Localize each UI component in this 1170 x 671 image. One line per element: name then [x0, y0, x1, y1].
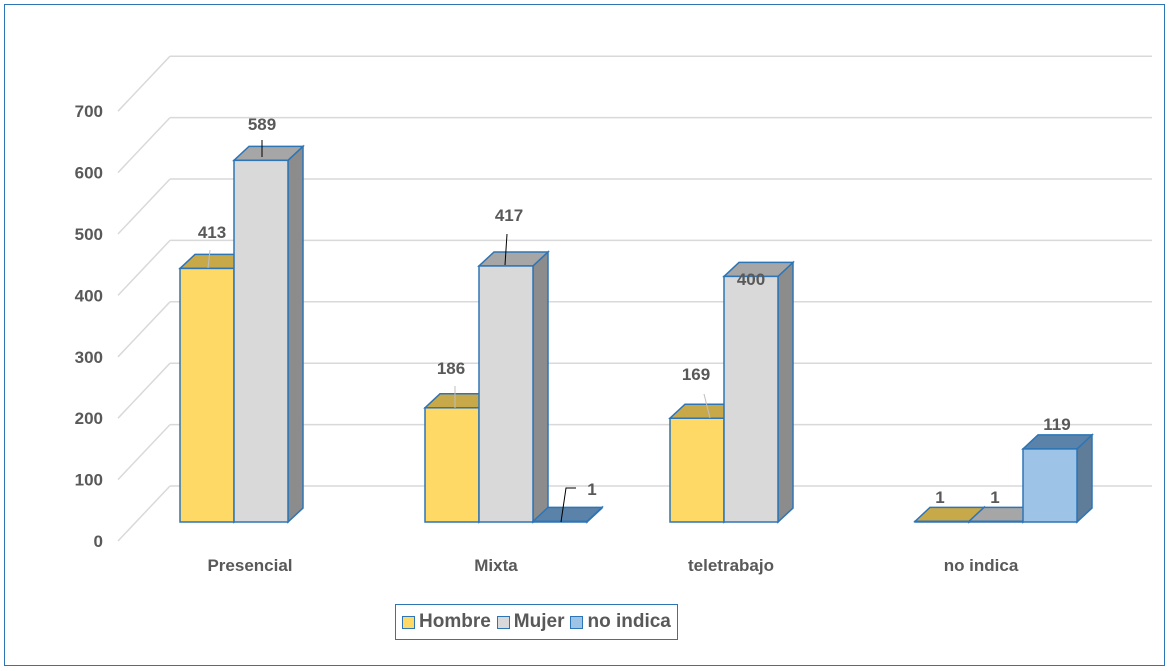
y-tick-label: 600 — [75, 164, 103, 183]
y-axis: 0 100 200 300 400 500 600 700 — [75, 102, 103, 551]
gridline-diagonal — [117, 178, 171, 235]
y-tick-label: 300 — [75, 348, 103, 367]
y-tick-label: 100 — [75, 471, 103, 490]
legend-label-no-indica: no indica — [587, 611, 671, 632]
data-label: 400 — [737, 270, 765, 289]
legend-swatch-no-indica — [570, 615, 584, 629]
data-label: 413 — [198, 223, 226, 242]
x-axis: Presencial Mixta teletrabajo no indica — [207, 556, 1018, 575]
data-labels: 413 589 186 417 1 169 400 1 1 119 — [198, 115, 1071, 523]
gridline-diagonal — [117, 55, 171, 112]
legend: Hombre Mujer no indica — [395, 604, 678, 640]
data-label: 417 — [495, 206, 523, 225]
bar-mujer-presencial-side — [287, 144, 304, 524]
y-tick-label: 700 — [75, 102, 103, 121]
gridline-diagonal — [117, 362, 171, 419]
y-tick-label: 0 — [94, 532, 103, 551]
legend-item-mujer: Mujer — [496, 611, 565, 633]
data-label: 589 — [248, 115, 276, 134]
leader-line — [207, 249, 211, 269]
bar-no-indica-no-indica-side — [1076, 433, 1093, 524]
y-tick-label: 500 — [75, 225, 103, 244]
leader-line — [703, 393, 711, 419]
x-tick-label-teletrabajo: teletrabajo — [688, 556, 774, 575]
y-tick-label: 400 — [75, 286, 103, 305]
gridline-diagonal — [117, 424, 171, 481]
legend-item-no-indica: no indica — [570, 611, 671, 633]
x-tick-label-presencial: Presencial — [207, 556, 292, 575]
bar-mujer-mixta-front — [478, 265, 534, 523]
bar-no-indica-no-indica-front — [1022, 448, 1078, 523]
data-label: 1 — [935, 488, 944, 507]
data-label: 119 — [1043, 415, 1070, 434]
leader-line — [560, 487, 576, 523]
bar-mujer-teletrabajo-side — [777, 260, 794, 524]
gridline-diagonal — [117, 485, 171, 542]
gridline-diagonal — [117, 301, 171, 358]
bar-hombre-presencial-front — [179, 267, 235, 523]
data-label: 169 — [682, 365, 710, 384]
bar-no-indica-mixta-front — [532, 520, 588, 523]
data-label: 186 — [437, 359, 465, 378]
bar-hombre-mixta-front — [424, 407, 480, 523]
gridline-diagonal — [117, 117, 171, 174]
legend-swatch-hombre — [402, 615, 415, 629]
bar-no-indica-mixta — [531, 505, 604, 524]
legend-swatch-mujer — [496, 615, 510, 629]
bar-mujer-mixta-side — [532, 250, 549, 524]
x-tick-label-no-indica: no indica — [944, 556, 1019, 575]
data-label: 1 — [990, 488, 999, 507]
gridlines — [117, 55, 1152, 542]
bar-no-indica-no-indica — [1021, 433, 1094, 524]
bar-hombre-teletrabajo-front — [669, 417, 725, 523]
bar-hombre-no-indica-front — [914, 520, 970, 523]
bar-mujer-teletrabajo-front — [723, 275, 779, 523]
leader-line — [504, 233, 508, 266]
gridline-diagonal — [117, 239, 171, 296]
bar-mujer-mixta — [477, 250, 550, 524]
bar-mujer-teletrabajo — [722, 260, 795, 524]
x-tick-label-mixta: Mixta — [474, 556, 518, 575]
data-label: 1 — [587, 480, 596, 499]
bar-mujer-presencial — [232, 144, 305, 524]
y-tick-label: 200 — [75, 409, 103, 428]
legend-item-hombre: Hombre — [402, 611, 491, 633]
bar-mujer-presencial-front — [233, 159, 289, 523]
legend-label-mujer: Mujer — [513, 611, 565, 632]
bar-mujer-no-indica-front — [968, 520, 1024, 523]
bars — [178, 144, 1094, 524]
legend-label-hombre: Hombre — [419, 611, 491, 632]
